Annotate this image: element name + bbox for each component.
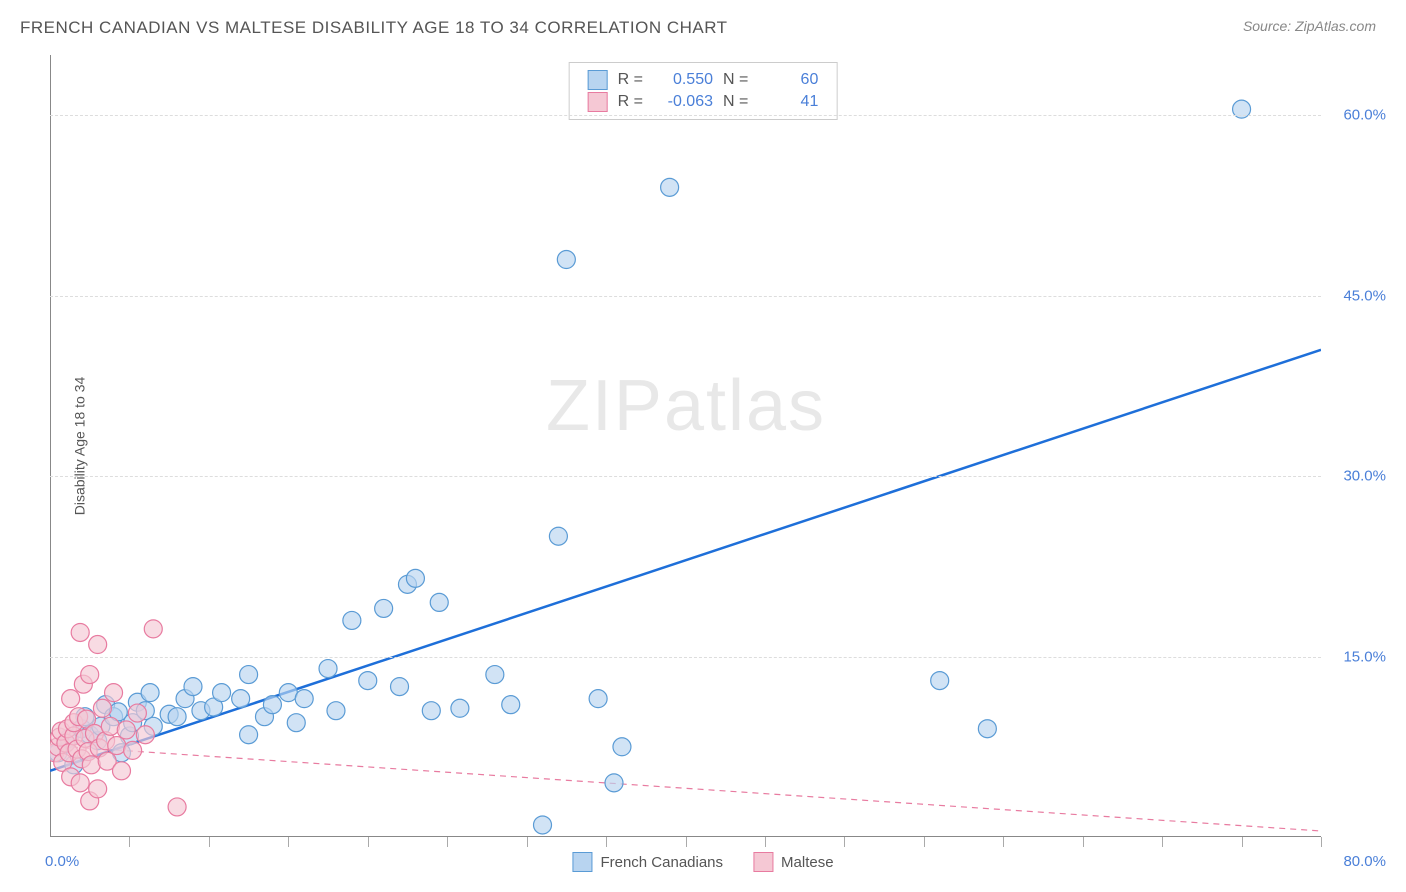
- legend-item-series2: Maltese: [753, 852, 834, 872]
- x-tick: [1242, 837, 1243, 847]
- n-label-2: N =: [723, 93, 748, 111]
- swatch-blue-icon: [588, 70, 608, 90]
- gridline: [50, 657, 1321, 658]
- r-label: R =: [618, 71, 643, 89]
- plot-area: ZIPatlas: [50, 55, 1321, 837]
- legend-item-series1: French Canadians: [572, 852, 723, 872]
- x-tick: [606, 837, 607, 847]
- x-origin-label: 0.0%: [45, 853, 79, 870]
- x-tick: [368, 837, 369, 847]
- gridline: [50, 115, 1321, 116]
- series2-r-value: -0.063: [653, 93, 713, 111]
- series2-n-value: 41: [758, 93, 818, 111]
- series-legend: French Canadians Maltese: [572, 852, 833, 872]
- x-tick: [288, 837, 289, 847]
- x-tick: [209, 837, 210, 847]
- x-tick: [686, 837, 687, 847]
- x-tick: [527, 837, 528, 847]
- stats-legend-box: R = 0.550 N = 60 R = -0.063 N = 41: [569, 62, 838, 120]
- chart-title: FRENCH CANADIAN VS MALTESE DISABILITY AG…: [20, 18, 728, 38]
- gridline: [50, 476, 1321, 477]
- watermark-atlas: atlas: [664, 366, 826, 446]
- x-max-label: 80.0%: [1343, 853, 1386, 870]
- x-tick: [844, 837, 845, 847]
- y-tick-label: 60.0%: [1343, 107, 1386, 124]
- legend-label-series1: French Canadians: [600, 854, 723, 871]
- x-tick: [447, 837, 448, 847]
- legend-swatch-blue-icon: [572, 852, 592, 872]
- gridline: [50, 296, 1321, 297]
- x-tick: [129, 837, 130, 847]
- x-tick: [1003, 837, 1004, 847]
- source-attribution: Source: ZipAtlas.com: [1243, 18, 1376, 34]
- x-tick: [1083, 837, 1084, 847]
- y-tick-label: 30.0%: [1343, 468, 1386, 485]
- x-tick: [1321, 837, 1322, 847]
- y-tick-label: 45.0%: [1343, 287, 1386, 304]
- legend-label-series2: Maltese: [781, 854, 834, 871]
- legend-swatch-pink-icon: [753, 852, 773, 872]
- series1-n-value: 60: [758, 71, 818, 89]
- watermark: ZIPatlas: [546, 365, 826, 447]
- x-tick: [1162, 837, 1163, 847]
- watermark-zip: ZIP: [546, 366, 664, 446]
- series1-r-value: 0.550: [653, 71, 713, 89]
- x-tick: [924, 837, 925, 847]
- r-label-2: R =: [618, 93, 643, 111]
- swatch-pink-icon: [588, 92, 608, 112]
- y-tick-label: 15.0%: [1343, 648, 1386, 665]
- stats-row-series1: R = 0.550 N = 60: [588, 69, 819, 91]
- n-label: N =: [723, 71, 748, 89]
- stats-row-series2: R = -0.063 N = 41: [588, 91, 819, 113]
- x-tick: [765, 837, 766, 847]
